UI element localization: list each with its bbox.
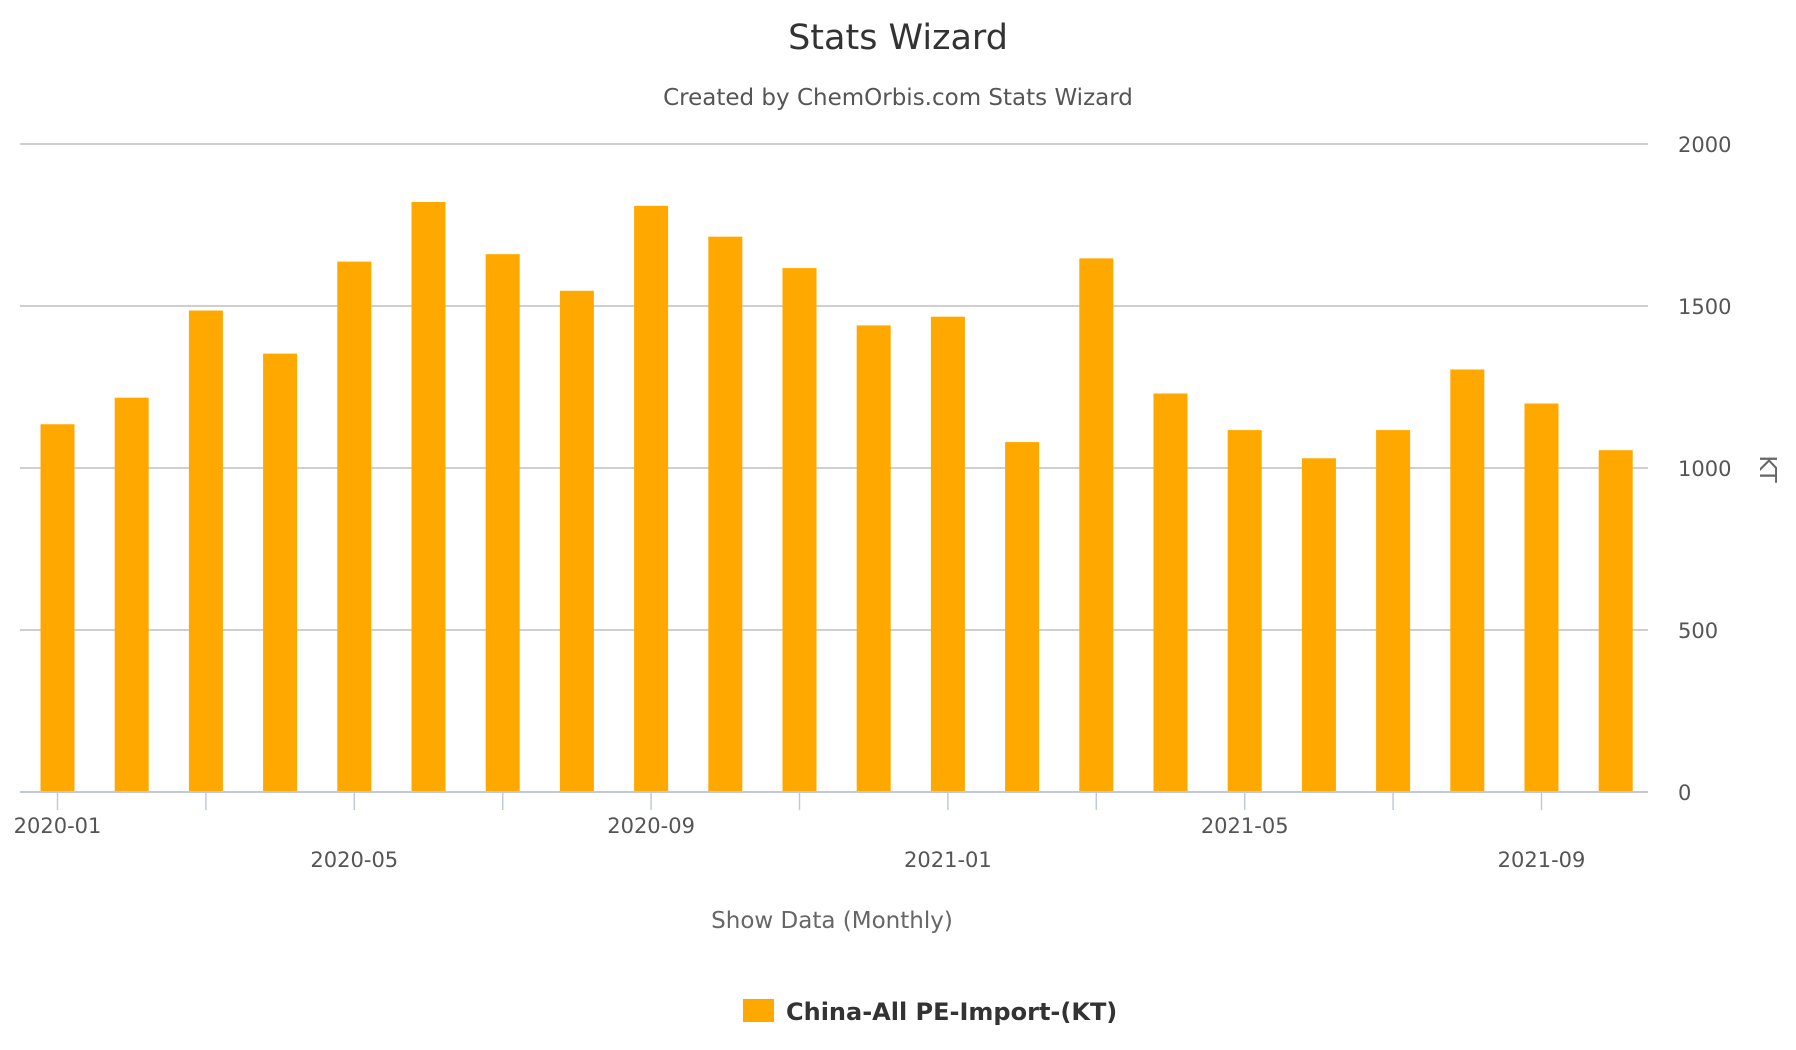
y-axis-title: KT bbox=[1754, 455, 1780, 483]
bar bbox=[337, 261, 372, 792]
bar bbox=[263, 353, 298, 792]
bar bbox=[188, 310, 223, 792]
x-tick-label: 2020-09 bbox=[607, 814, 695, 838]
legend-swatch bbox=[743, 999, 774, 1022]
bar bbox=[1524, 403, 1559, 792]
bar bbox=[114, 397, 149, 792]
bar bbox=[1376, 430, 1411, 792]
bar bbox=[1301, 458, 1336, 792]
x-tick-label: 2021-09 bbox=[1498, 848, 1586, 872]
x-tick-label: 2021-01 bbox=[904, 848, 992, 872]
bar bbox=[1005, 442, 1040, 792]
bar bbox=[708, 236, 743, 792]
y-tick-label: 2000 bbox=[1678, 133, 1731, 157]
bar bbox=[559, 290, 594, 792]
bar bbox=[782, 268, 817, 792]
bars bbox=[40, 201, 1633, 793]
y-axis-ticks: 0 500 1000 1500 2000 bbox=[1678, 133, 1731, 805]
bar bbox=[1153, 393, 1188, 792]
y-tick-label: 1500 bbox=[1678, 295, 1731, 319]
chart-subtitle: Created by ChemOrbis.com Stats Wizard bbox=[663, 85, 1133, 111]
y-tick-label: 0 bbox=[1678, 781, 1691, 805]
bar bbox=[930, 316, 965, 792]
bar bbox=[1227, 430, 1262, 792]
x-tick-label: 2020-05 bbox=[310, 848, 398, 872]
bar bbox=[634, 205, 669, 792]
bar bbox=[1450, 369, 1485, 792]
bar bbox=[1079, 258, 1114, 792]
bar bbox=[40, 424, 75, 792]
bar bbox=[485, 254, 520, 792]
bar bbox=[1598, 450, 1633, 792]
x-axis-ticks: 2020-01 2020-05 2020-09 2021-01 2021-05 2021-… bbox=[14, 792, 1586, 872]
y-tick-label: 500 bbox=[1678, 619, 1718, 643]
y-tick-label: 1000 bbox=[1678, 457, 1731, 481]
legend[interactable]: China-All PE-Import-(KT) bbox=[743, 998, 1117, 1026]
x-tick-label: 2021-05 bbox=[1201, 814, 1289, 838]
x-axis-title: Show Data (Monthly) bbox=[711, 908, 953, 934]
x-tick-label: 2020-01 bbox=[14, 814, 102, 838]
legend-label: China-All PE-Import-(KT) bbox=[786, 998, 1117, 1026]
bar bbox=[856, 325, 891, 792]
chart-title: Stats Wizard bbox=[788, 18, 1008, 58]
bar bbox=[411, 201, 446, 793]
